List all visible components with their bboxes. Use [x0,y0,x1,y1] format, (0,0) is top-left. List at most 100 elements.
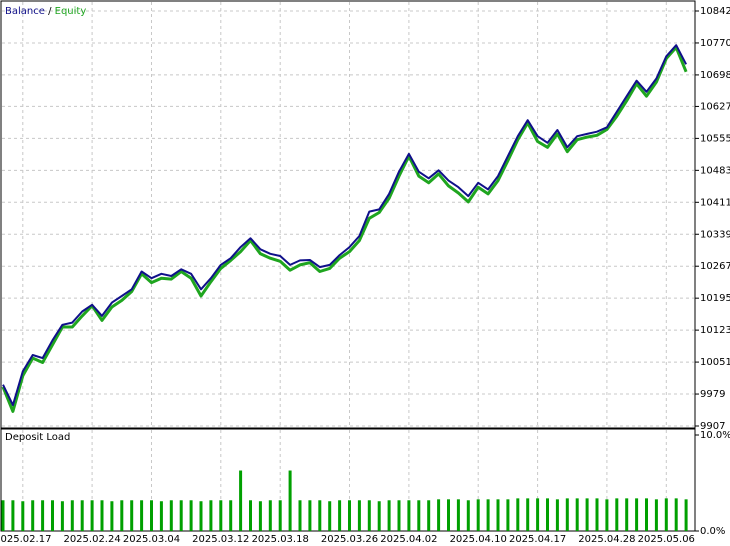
legend-separator: / [48,6,52,17]
y-tick-label: 10051 [700,357,730,368]
bar [100,500,104,531]
y-tick-label: 10.0% [700,430,730,441]
bar [555,499,559,531]
x-tick-label: 2025.04.02 [380,534,437,545]
x-tick-label: 2025.03.12 [192,534,249,545]
bar [249,500,252,531]
bar [308,500,312,531]
y-tick-label: 0.0% [700,526,725,537]
bar [407,500,411,531]
main-panel [0,0,696,429]
bar [130,500,134,531]
bar [377,501,381,531]
x-tick-label: 2025.04.28 [578,534,635,545]
y-tick-label: 10411 [700,197,730,208]
bar [80,500,84,531]
x-tick-label: 2025.02.17 [0,534,51,545]
bar [179,500,183,531]
bar [664,498,668,531]
bar [456,499,460,531]
y-tick-label: 10123 [700,325,730,336]
bar [41,500,45,531]
y-tick-label: 10483 [700,165,730,176]
bar [516,498,520,531]
x-tick-label: 2025.02.24 [63,534,120,545]
bar [150,500,153,531]
bar [585,498,589,531]
series-line [2,44,687,407]
bar [219,500,223,531]
bar [159,501,163,531]
bar [209,500,213,531]
bar [387,500,391,531]
bar [684,499,688,531]
x-tick-label: 2025.03.26 [321,534,378,545]
bar [645,498,648,531]
legend-balance: Balance [5,6,45,17]
bar [575,498,579,531]
panel-title: Deposit Load [5,432,70,443]
bar [318,500,322,531]
y-tick-label: 10770 [700,38,730,49]
bar [615,498,619,531]
bar [546,498,549,531]
legend-equity: Equity [55,6,87,17]
legend: Balance / Equity [5,6,86,17]
bar [595,498,599,531]
bar [31,500,35,531]
bar [239,470,243,531]
bar [367,500,371,531]
bar [417,500,421,531]
bar [427,500,431,531]
bar [70,500,74,531]
x-tick-label: 2025.03.18 [252,534,309,545]
y-tick-label: 10842 [700,6,730,17]
bar [605,499,609,531]
bar [357,500,361,531]
bar [1,500,5,531]
y-tick-label: 10555 [700,133,730,144]
bar [447,499,450,531]
bar [140,500,144,531]
bar [536,498,540,531]
bar [21,501,25,531]
y-tick-label: 10339 [700,229,730,240]
bar [90,500,94,531]
bar [258,501,262,531]
bar [486,499,490,531]
bar [654,499,658,531]
bar [397,500,401,531]
bar [635,498,639,531]
bar [229,500,233,531]
bar [625,498,629,531]
x-tick-label: 2025.04.10 [450,534,507,545]
bar [526,498,530,531]
bar [476,499,480,531]
bar [60,501,64,531]
bar [565,498,569,531]
bar [51,500,54,531]
y-tick-label: 10195 [700,293,730,304]
y-tick-label: 10267 [700,261,730,272]
bar [338,500,342,531]
bar [169,500,173,531]
bar [268,500,272,531]
bar [348,500,351,531]
bar [328,501,332,531]
bar [199,501,203,531]
bar [298,500,302,531]
bar [288,470,292,531]
bar [506,499,510,531]
series-line [1,45,688,413]
y-tick-label: 10627 [700,101,730,112]
y-tick-label: 10698 [700,70,730,81]
bar [120,500,124,531]
bar [11,500,15,531]
y-tick-label: 9979 [700,389,725,400]
x-tick-label: 2025.05.06 [638,534,695,545]
bar [437,499,441,531]
y-tick-label: 9907 [700,421,725,432]
x-tick-label: 2025.03.04 [123,534,180,545]
bar [496,499,500,531]
